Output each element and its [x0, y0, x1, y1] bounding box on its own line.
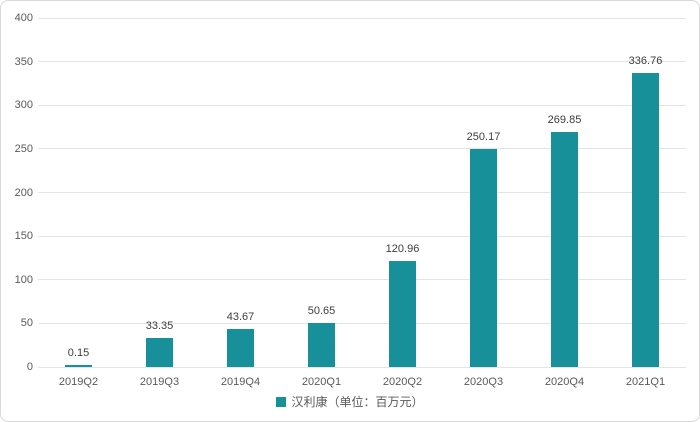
gridline	[38, 61, 686, 63]
x-axis-tick-label: 2019Q3	[139, 376, 180, 388]
gridline	[38, 192, 686, 193]
legend: 汉利康（单位：百万元）	[1, 394, 699, 410]
x-axis-tick-label: 2019Q4	[220, 376, 261, 388]
bar-2019Q4	[227, 328, 254, 367]
bar-value-label: 336.76	[628, 55, 663, 68]
x-axis-tick-label: 2020Q3	[463, 376, 504, 388]
x-axis-tick-label: 2021Q1	[625, 376, 666, 388]
bar-value-label: 250.17	[466, 130, 501, 143]
bar-2019Q2	[65, 364, 92, 367]
bar-2020Q3	[470, 148, 497, 367]
bar-2021Q1	[632, 73, 659, 367]
y-axis-tick-label: 100	[14, 273, 33, 286]
bar-2020Q4	[551, 131, 578, 367]
x-axis-tick-label: 2019Q2	[58, 376, 99, 388]
y-axis-tick-label: 300	[14, 99, 33, 112]
legend-label: 汉利康（单位：百万元）	[291, 395, 424, 409]
gridline	[38, 235, 686, 237]
x-axis-tick-label: 2020Q2	[382, 376, 423, 388]
gridline	[38, 322, 686, 324]
gridline	[38, 104, 686, 106]
x-axis-tick-label: 2020Q4	[544, 376, 585, 388]
y-axis-tick-label: 150	[14, 230, 33, 243]
y-axis-tick-label: 200	[14, 186, 33, 199]
gridline	[38, 17, 686, 19]
y-axis-tick-label: 350	[14, 55, 33, 68]
bar-value-label: 33.35	[145, 319, 174, 332]
bar-2019Q3	[146, 337, 173, 367]
bar-value-label: 43.67	[226, 310, 255, 323]
bar-value-label: 269.85	[547, 113, 582, 126]
gridline	[38, 366, 686, 368]
bar-2020Q2	[389, 261, 416, 367]
gridline	[38, 148, 686, 150]
y-axis-tick-label: 250	[14, 142, 33, 155]
y-axis-tick-label: 400	[14, 12, 33, 24]
y-axis-tick-label: 0	[26, 361, 33, 373]
x-axis-tick-label: 2020Q1	[301, 376, 342, 388]
bar-value-label: 50.65	[307, 304, 336, 317]
bar-2020Q1	[308, 322, 335, 367]
bar-value-label: 0.15	[67, 346, 90, 359]
y-axis-tick-label: 50	[20, 317, 33, 330]
legend-swatch	[276, 397, 287, 407]
gridline	[38, 279, 686, 281]
bar-value-label: 120.96	[385, 243, 420, 256]
